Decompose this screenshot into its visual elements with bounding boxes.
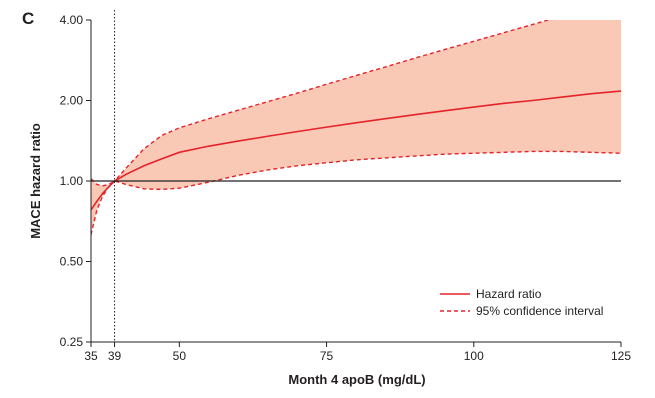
x-tick-label: 125	[611, 349, 631, 363]
confidence-band	[91, 20, 621, 235]
x-tick-label: 75	[320, 349, 334, 363]
y-tick-label: 2.00	[60, 94, 84, 108]
panel-label: C	[22, 9, 34, 28]
y-tick-label: 1.00	[60, 174, 84, 188]
y-ticks: 0.25 0.50 1.00 2.00 4.00	[60, 13, 91, 349]
hazard-ratio-line	[91, 90, 621, 211]
x-ticks: 35 39 50 75 100 125	[84, 342, 631, 363]
ci-lower-line	[91, 150, 621, 191]
x-tick-label: 50	[173, 349, 187, 363]
y-tick-label: 0.25	[60, 335, 84, 349]
y-tick-label: 4.00	[60, 13, 84, 27]
y-tick-label: 0.50	[60, 255, 84, 269]
x-tick-label: 100	[464, 349, 484, 363]
x-axis-title: Month 4 apoB (mg/dL)	[288, 372, 425, 387]
x-tick-label: 39	[108, 349, 122, 363]
y-axis-title: MACE hazard ratio	[28, 123, 43, 239]
legend-label-confidence-interval: 95% confidence interval	[476, 304, 603, 318]
legend: Hazard ratio 95% confidence interval	[440, 287, 603, 318]
plot-area	[91, 20, 621, 235]
legend-label-hazard-ratio: Hazard ratio	[476, 287, 542, 301]
x-tick-label: 35	[84, 349, 98, 363]
